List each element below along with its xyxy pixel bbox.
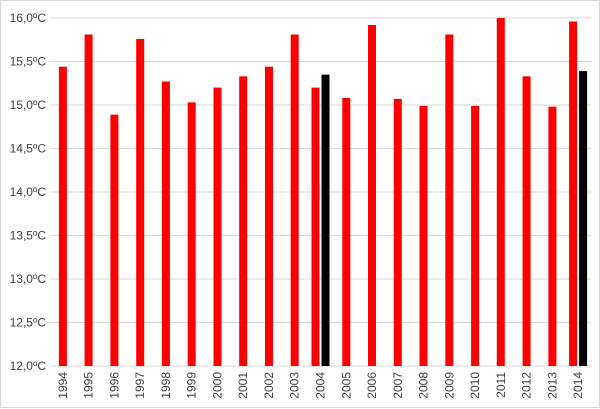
bar-2004-black [321,74,330,366]
bar-2014-black [579,71,588,366]
bar-1997 [136,38,145,367]
bar-2013 [548,106,557,366]
gridlines [50,17,591,367]
bar-2007 [393,98,402,367]
bar-2010 [471,105,480,367]
bar-2002 [265,66,273,366]
x-tick-label: 2011 [494,372,508,398]
bar-2005 [342,98,351,366]
bar-2006 [368,25,376,366]
bar-2012 [522,76,531,367]
x-tick-label: 2004 [314,372,328,399]
x-tick-label: 1995 [82,372,96,399]
x-tick-label: 2007 [391,372,405,399]
y-tick-label: 14,0ºC [10,185,47,199]
x-tick-label: 1994 [56,372,70,399]
x-tick-label: 1996 [107,372,121,399]
bar-2011 [496,18,505,366]
y-tick-label: 12,5ºC [10,316,47,330]
y-tick-label: 13,0ºC [10,272,47,286]
bar-1998 [161,81,170,366]
x-axis-ticks: 1994 1995 1996 1997 1998 1999 2000 2001 2002 2003… [56,372,585,399]
x-tick-label: 2013 [545,372,559,399]
bar-2009 [445,34,454,366]
bar-2003 [290,34,299,366]
y-tick-label: 13,5ºC [10,229,47,243]
y-tick-label: 15,5ºC [10,55,47,69]
x-tick-label: 2000 [211,372,225,399]
x-tick-label: 2003 [288,372,302,399]
x-tick-label: 2002 [262,372,276,399]
y-tick-label: 15,0ºC [10,98,47,112]
x-tick-label: 2008 [417,372,431,399]
x-tick-label: 2014 [571,372,585,399]
x-tick-label: 2001 [236,372,250,399]
x-tick-label: 2010 [468,372,482,399]
bar-1994 [58,66,67,366]
bar-2004 [311,87,320,366]
bar-1995 [84,34,93,366]
y-tick-label: 12,0ºC [10,359,47,373]
y-tick-label: 14,5ºC [10,142,47,156]
x-tick-label: 2009 [442,372,456,399]
bar-2001 [239,76,248,367]
bar-1996 [110,114,119,366]
x-tick-label: 1997 [133,372,147,399]
x-tick-label: 2012 [520,372,534,399]
bar-2008 [419,105,428,367]
y-tick-label: 16,0ºC [10,11,47,25]
bar-1999 [187,102,196,367]
x-tick-label: 1999 [185,372,199,399]
bar-2000 [213,87,222,366]
x-tick-label: 2006 [365,372,379,399]
x-tick-label: 1998 [159,372,173,399]
bars [58,18,588,367]
x-tick-label: 2005 [339,372,353,399]
y-axis-ticks: 12,0ºC 12,5ºC 13,0ºC 13,5ºC 14,0ºC 14,5ºC 15,0… [10,11,47,373]
bar-2014 [569,21,578,366]
